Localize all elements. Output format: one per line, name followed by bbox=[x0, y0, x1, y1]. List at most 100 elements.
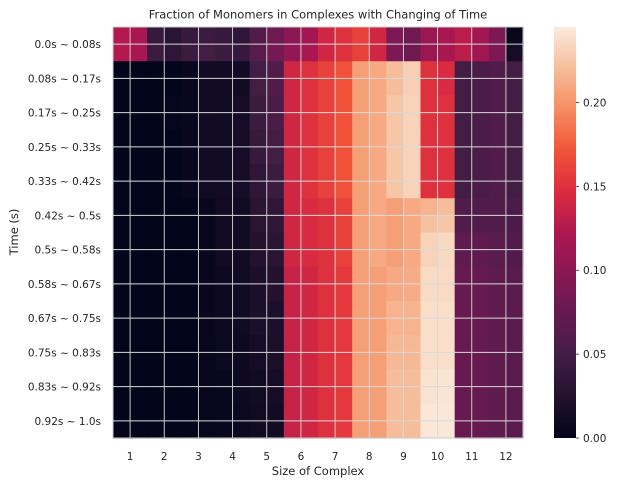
heatmap-cell bbox=[369, 27, 387, 45]
heatmap-cell bbox=[369, 420, 387, 439]
heatmap-cell bbox=[386, 318, 405, 336]
heatmap-cell bbox=[454, 266, 473, 285]
heatmap-cell bbox=[318, 129, 336, 148]
heatmap-cell bbox=[164, 232, 182, 251]
y-tick-label: 0.25s ~ 0.33s bbox=[28, 142, 101, 154]
heatmap-cell bbox=[335, 420, 353, 439]
heatmap-cell bbox=[437, 27, 456, 45]
heatmap-cell bbox=[232, 27, 251, 45]
heatmap-cell bbox=[198, 164, 217, 182]
heatmap-cell bbox=[471, 129, 490, 148]
heatmap-cell bbox=[130, 27, 148, 45]
heatmap-cell bbox=[249, 129, 268, 148]
heatmap-cell bbox=[198, 198, 217, 216]
heatmap-cell bbox=[181, 232, 200, 251]
heatmap-cell bbox=[335, 249, 353, 268]
heatmap-cell bbox=[318, 420, 336, 439]
heatmap-cell bbox=[164, 61, 182, 79]
heatmap-cell bbox=[198, 95, 217, 114]
heatmap-cell bbox=[147, 215, 165, 234]
heatmap-cell bbox=[300, 420, 319, 439]
heatmap-cell bbox=[420, 283, 439, 302]
heatmap-cell bbox=[318, 266, 336, 285]
heatmap-cell bbox=[471, 198, 490, 216]
heatmap-cell bbox=[318, 164, 336, 182]
heatmap-cell bbox=[369, 386, 387, 405]
heatmap-cell bbox=[386, 27, 405, 45]
heatmap-cell bbox=[352, 112, 370, 131]
heatmap-cell bbox=[300, 61, 319, 79]
heatmap-cell bbox=[437, 232, 456, 251]
heatmap-cell bbox=[147, 318, 165, 336]
heatmap-cell bbox=[198, 78, 217, 97]
heatmap-cell bbox=[181, 129, 200, 148]
heatmap-cell bbox=[437, 78, 456, 97]
heatmap-cell bbox=[232, 420, 251, 439]
heatmap-cell bbox=[454, 420, 473, 439]
heatmap-cell bbox=[335, 112, 353, 131]
heatmap-cell bbox=[266, 266, 285, 285]
heatmap-cell bbox=[198, 352, 217, 371]
heatmap-cell bbox=[403, 386, 422, 405]
x-tick-label: 3 bbox=[195, 451, 202, 463]
heatmap-cell bbox=[420, 352, 439, 371]
heatmap-cell bbox=[369, 249, 387, 268]
heatmap-cell bbox=[454, 95, 473, 114]
heatmap-cell bbox=[164, 301, 182, 319]
heatmap-cell bbox=[403, 78, 422, 97]
heatmap-cell bbox=[130, 181, 148, 199]
heatmap-cell bbox=[386, 335, 405, 353]
heatmap-cell bbox=[488, 335, 507, 353]
heatmap-cell bbox=[232, 318, 251, 336]
heatmap-cell bbox=[488, 44, 507, 62]
heatmap-cell bbox=[215, 420, 234, 439]
heatmap-cell bbox=[369, 44, 387, 62]
heatmap-cell bbox=[471, 44, 490, 62]
heatmap-cell bbox=[420, 112, 439, 131]
heatmap-cell bbox=[386, 44, 405, 62]
heatmap-cell bbox=[181, 164, 200, 182]
heatmap-cell bbox=[318, 232, 336, 251]
heatmap-cell bbox=[488, 283, 507, 302]
heatmap-cell bbox=[488, 78, 507, 97]
heatmap-cell bbox=[113, 232, 131, 251]
heatmap-cell bbox=[488, 369, 507, 388]
heatmap-cell bbox=[335, 232, 353, 251]
heatmap-cell bbox=[386, 232, 405, 251]
heatmap-cell bbox=[130, 78, 148, 97]
heatmap-cell bbox=[386, 95, 405, 114]
heatmap-cell bbox=[113, 420, 131, 439]
x-tick-label: 1 bbox=[127, 451, 134, 463]
heatmap-cell bbox=[437, 129, 456, 148]
heatmap-cell bbox=[198, 146, 217, 165]
heatmap-cell bbox=[454, 112, 473, 131]
heatmap-cell bbox=[215, 266, 234, 285]
heatmap-cell bbox=[249, 27, 268, 45]
heatmap-cell bbox=[352, 232, 370, 251]
heatmap-cell bbox=[266, 95, 285, 114]
heatmap-cell bbox=[283, 403, 302, 422]
colorbar bbox=[554, 27, 576, 438]
heatmap-cell bbox=[318, 78, 336, 97]
heatmap-cell bbox=[215, 386, 234, 405]
heatmap-cell bbox=[335, 181, 353, 199]
heatmap-cell bbox=[318, 403, 336, 422]
heatmap-cell bbox=[471, 61, 490, 79]
heatmap-cell bbox=[300, 146, 319, 165]
heatmap-cell bbox=[198, 301, 217, 319]
heatmap-cell bbox=[318, 44, 336, 62]
heatmap-cell bbox=[130, 61, 148, 79]
heatmap-cell bbox=[215, 146, 234, 165]
heatmap-cell bbox=[505, 129, 524, 148]
heatmap-cell bbox=[249, 146, 268, 165]
heatmap-cell bbox=[130, 386, 148, 405]
heatmap-cell bbox=[335, 369, 353, 388]
heatmap-cell bbox=[249, 78, 268, 97]
heatmap-cell bbox=[113, 335, 131, 353]
heatmap-cell bbox=[198, 215, 217, 234]
heatmap-cell bbox=[215, 164, 234, 182]
heatmap-cell bbox=[403, 352, 422, 371]
heatmap-cell bbox=[198, 249, 217, 268]
heatmap-cell bbox=[181, 369, 200, 388]
heatmap-cell bbox=[471, 369, 490, 388]
